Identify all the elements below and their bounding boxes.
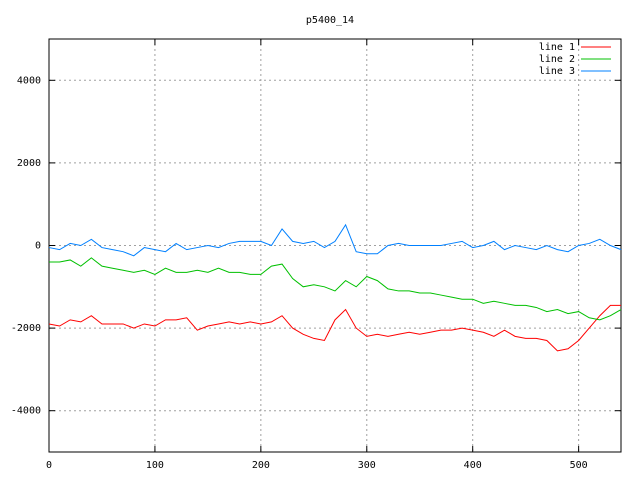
chart-title: p5400_14: [306, 15, 354, 26]
x-tick-label: 200: [252, 460, 270, 471]
y-tick-label: 2000: [17, 158, 41, 169]
series-line: [48, 223, 622, 257]
y-tick-label: 0: [35, 241, 41, 252]
y-tick-label: -4000: [11, 406, 41, 417]
x-tick-label: 500: [570, 460, 588, 471]
y-tick-label: -2000: [11, 323, 41, 334]
series-line: [48, 304, 621, 352]
x-tick-label: 300: [358, 460, 376, 471]
series-line: [49, 257, 622, 321]
x-tick-label: 100: [146, 460, 164, 471]
y-tick-label: 4000: [17, 75, 41, 86]
legend-label: line 1: [539, 42, 575, 53]
legend-label: line 2: [539, 54, 575, 65]
x-tick-label: 400: [464, 460, 482, 471]
legend-label: line 3: [539, 66, 575, 77]
plot-frame: [48, 38, 622, 453]
x-tick-label: 0: [46, 460, 52, 471]
